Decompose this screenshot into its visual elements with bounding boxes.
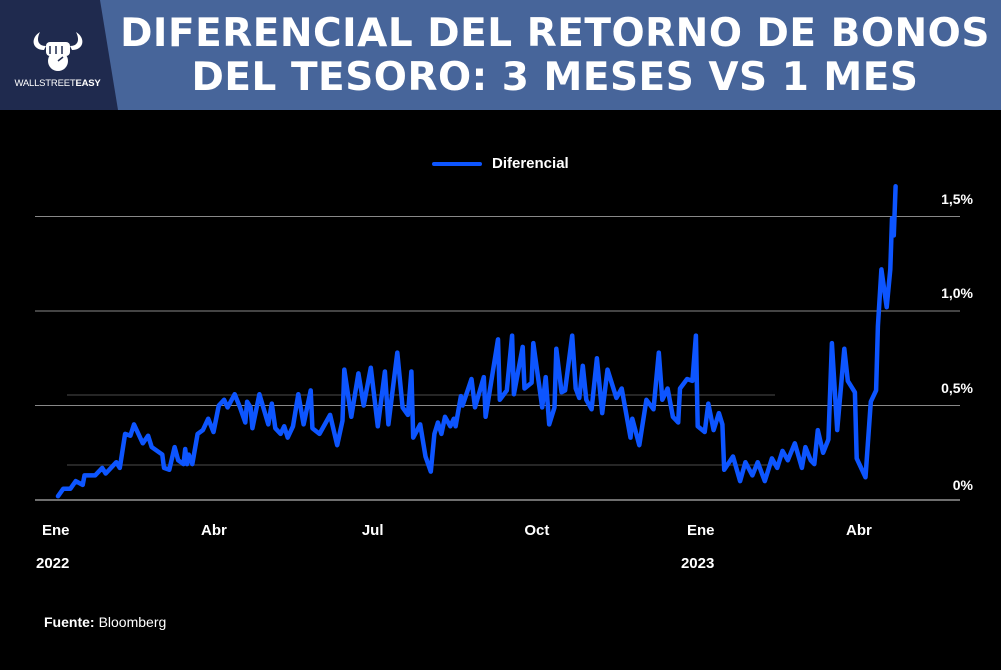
x-tick-year-label: 2023 (680, 555, 715, 572)
x-tick-label: Ene (42, 522, 70, 539)
y-tick-label: 1,0% (941, 285, 973, 301)
logo-text: WALLSTREETEASY (14, 78, 101, 89)
x-tick-label: Abr (845, 522, 872, 539)
series-line-diferencial (55, 184, 898, 499)
x-tick-label: Jul (361, 522, 384, 539)
legend: Diferencial (432, 155, 569, 172)
x-tick-label: Ene (686, 522, 715, 539)
y-tick-label: 0,5% (941, 379, 973, 396)
y-tick-label: 0% (952, 477, 973, 493)
header-banner: WALLSTREETEASY DIFERENCIAL DEL RETORNO D… (0, 0, 1001, 110)
x-tick-label: Oct (524, 522, 550, 539)
source-note: Fuente: Bloomberg (44, 614, 166, 630)
y-tick-label: 1,5% (941, 190, 973, 207)
source-label: Fuente: (44, 614, 95, 630)
logo: WALLSTREETEASY (10, 28, 105, 89)
x-tick-year-label: 2022 (36, 555, 70, 572)
bull-fist-icon (33, 32, 82, 71)
title-line-1: DIFERENCIAL DEL RETORNO DE BONOS (120, 11, 990, 56)
x-tick-label: Abr (201, 522, 227, 539)
legend-swatch (432, 161, 482, 166)
legend-label: Diferencial (492, 155, 569, 172)
title-line-2: DEL TESORO: 3 MESES VS 1 MES (191, 55, 919, 100)
chart-title: DIFERENCIAL DEL RETORNO DE BONOS DEL TES… (120, 12, 990, 100)
source-value: Bloomberg (98, 614, 167, 630)
